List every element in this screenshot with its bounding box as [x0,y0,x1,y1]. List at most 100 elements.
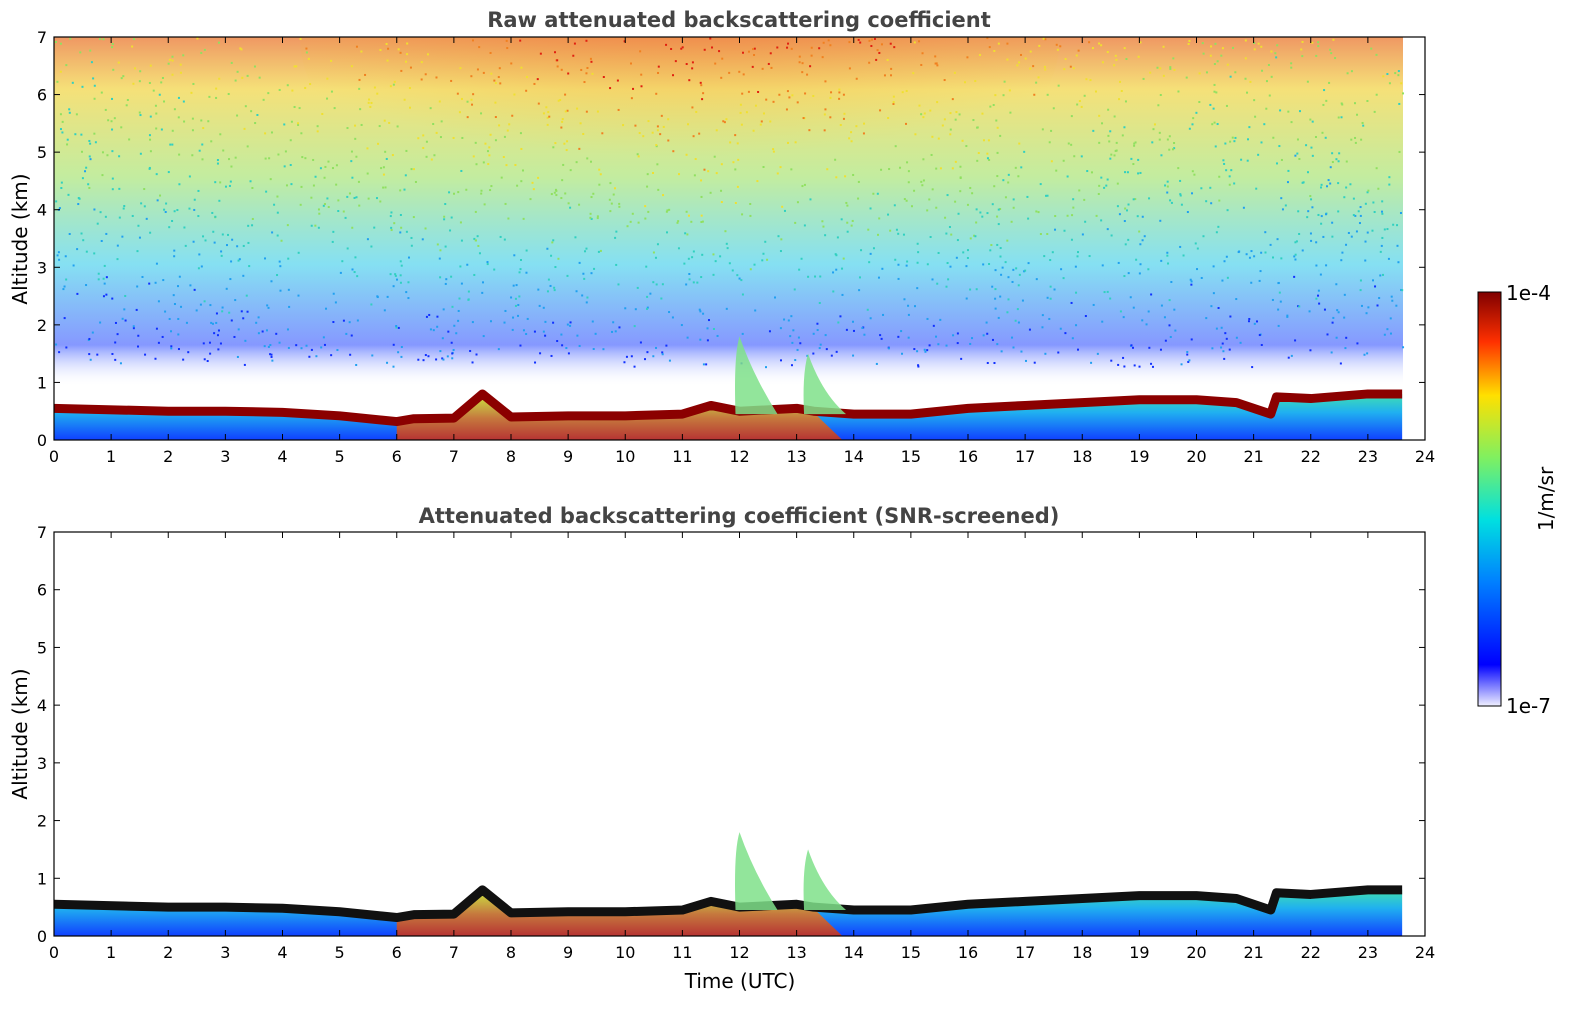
noise-dot [593,267,596,270]
noise-dot [623,361,626,364]
noise-dot [140,202,143,205]
noise-dot [1375,93,1378,96]
noise-dot [661,351,664,354]
noise-dot [367,197,370,200]
noise-dot [1248,126,1251,129]
noise-dot [89,158,92,161]
noise-dot [835,268,838,271]
noise-dot [656,129,659,132]
noise-dot [734,134,737,137]
noise-dot [149,150,152,153]
noise-dot [944,216,947,219]
noise-dot [1004,261,1007,264]
noise-dot [1024,359,1027,362]
noise-dot [1018,61,1021,64]
noise-dot [385,157,388,160]
noise-dot [1366,231,1369,234]
noise-dot [425,140,428,143]
noise-dot [450,341,453,344]
noise-dot [880,168,883,171]
noise-dot [246,145,249,148]
noise-dot [1124,207,1127,210]
noise-dot [247,241,250,244]
noise-dot [278,88,281,91]
noise-dot [756,180,759,183]
noise-dot [907,170,910,173]
noise-dot [924,350,927,353]
noise-dot [1168,299,1171,302]
x-tick-label: 24 [1415,447,1435,466]
noise-dot [636,286,639,289]
noise-dot [1234,136,1237,139]
noise-dot [183,120,186,123]
noise-dot [346,195,349,198]
noise-dot [581,294,584,297]
noise-dot [1372,201,1375,204]
noise-dot [310,348,313,351]
noise-dot [215,87,218,90]
noise-dot [1177,90,1180,93]
noise-dot [408,106,411,109]
noise-dot [135,308,138,311]
noise-dot [723,121,726,124]
noise-dot [1143,235,1146,238]
noise-dot [542,306,545,309]
noise-dot [845,201,848,204]
noise-dot [964,81,967,84]
noise-dot [1389,317,1392,320]
noise-dot [561,179,564,182]
noise-dot [1159,93,1162,96]
noise-dot [384,150,387,153]
noise-dot [218,77,221,80]
noise-dot [1361,121,1364,124]
noise-dot [1201,42,1204,45]
noise-dot [870,44,873,47]
noise-dot [988,158,991,161]
noise-dot [336,348,339,351]
noise-dot [590,196,593,199]
noise-dot [172,294,175,297]
noise-dot [996,126,999,129]
noise-dot [438,257,441,260]
noise-dot [1191,170,1194,173]
noise-dot [1209,186,1212,189]
noise-dot [1215,327,1218,330]
noise-dot [177,285,180,288]
noise-dot [164,310,167,313]
noise-dot [707,170,710,173]
noise-dot [227,93,230,96]
x-tick-label: 20 [1186,943,1206,962]
noise-dot [244,105,247,108]
noise-dot [103,264,106,267]
noise-dot [873,37,876,40]
noise-dot [1394,72,1397,75]
noise-dot [480,112,483,115]
noise-dot [1134,141,1137,144]
noise-dot [1180,363,1183,366]
noise-dot [812,332,815,335]
noise-dot [208,95,211,98]
noise-dot [326,77,329,80]
noise-dot [399,189,402,192]
noise-dot [525,89,528,92]
noise-dot [173,255,176,258]
noise-dot [1109,157,1112,160]
noise-dot [1377,187,1380,190]
noise-dot [665,43,668,46]
noise-dot [1222,350,1225,353]
noise-dot [857,38,860,41]
noise-dot [1070,301,1073,304]
noise-dot [972,119,975,122]
noise-dot [894,145,897,148]
noise-dot [217,41,220,44]
noise-dot [80,133,83,136]
noise-dot [572,54,575,57]
noise-dot [304,86,307,89]
noise-dot [738,70,741,73]
noise-dot [1279,109,1282,112]
noise-dot [1048,141,1051,144]
noise-dot [1020,53,1023,56]
noise-dot [888,168,891,171]
noise-dot [439,276,442,279]
noise-dot [330,59,333,62]
